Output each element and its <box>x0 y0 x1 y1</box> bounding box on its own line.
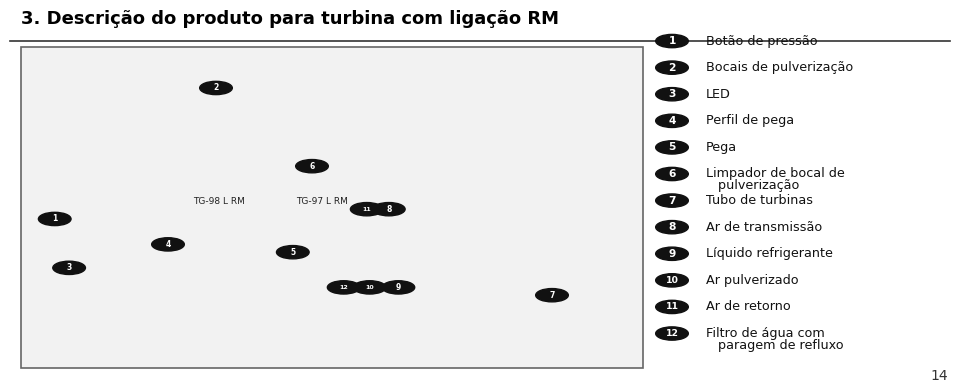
Text: 3. Descrição do produto para turbina com ligação RM: 3. Descrição do produto para turbina com… <box>21 10 559 28</box>
Text: 9: 9 <box>396 283 401 292</box>
FancyBboxPatch shape <box>21 47 643 368</box>
Text: 6: 6 <box>668 169 676 179</box>
Text: Perfil de pega: Perfil de pega <box>706 114 794 127</box>
Circle shape <box>276 246 309 259</box>
Text: 7: 7 <box>549 291 555 300</box>
Text: 4: 4 <box>165 240 171 249</box>
Circle shape <box>656 221 688 234</box>
Text: TG-98 L RM: TG-98 L RM <box>193 197 245 206</box>
Text: 14: 14 <box>931 369 948 383</box>
Circle shape <box>656 167 688 181</box>
Text: 11: 11 <box>665 302 679 312</box>
Circle shape <box>536 289 568 302</box>
Circle shape <box>372 203 405 216</box>
Text: Ar de retorno: Ar de retorno <box>706 300 790 314</box>
Text: 5: 5 <box>290 248 296 257</box>
Text: pulverização: pulverização <box>706 179 799 192</box>
Text: 2: 2 <box>668 63 676 73</box>
Text: Botão de pressão: Botão de pressão <box>706 34 817 48</box>
Text: Líquido refrigerante: Líquido refrigerante <box>706 247 832 260</box>
Circle shape <box>656 194 688 207</box>
Circle shape <box>656 274 688 287</box>
Circle shape <box>656 34 688 48</box>
Circle shape <box>53 261 85 274</box>
Text: Ar de transmissão: Ar de transmissão <box>706 221 822 234</box>
Text: 12: 12 <box>339 285 348 290</box>
Circle shape <box>38 212 71 226</box>
Circle shape <box>656 114 688 127</box>
Text: 3: 3 <box>66 263 72 273</box>
Text: 12: 12 <box>665 329 679 338</box>
Circle shape <box>656 141 688 154</box>
Circle shape <box>200 81 232 95</box>
Circle shape <box>327 281 360 294</box>
Text: LED: LED <box>706 88 731 101</box>
Text: Filtro de água com: Filtro de água com <box>706 327 825 340</box>
Text: 10: 10 <box>665 276 679 285</box>
Circle shape <box>656 247 688 260</box>
Circle shape <box>353 281 386 294</box>
Circle shape <box>382 281 415 294</box>
Text: Tubo de turbinas: Tubo de turbinas <box>706 194 812 207</box>
Text: Limpador de bocal de: Limpador de bocal de <box>706 167 845 181</box>
Text: 9: 9 <box>668 249 676 259</box>
Text: 1: 1 <box>52 214 58 224</box>
Text: Pega: Pega <box>706 141 736 154</box>
Text: 10: 10 <box>366 285 373 290</box>
Circle shape <box>656 61 688 74</box>
Text: Bocais de pulverização: Bocais de pulverização <box>706 61 852 74</box>
Circle shape <box>656 300 688 314</box>
Text: 8: 8 <box>668 222 676 232</box>
Circle shape <box>296 160 328 173</box>
Text: paragem de refluxo: paragem de refluxo <box>706 339 843 352</box>
Text: 3: 3 <box>668 89 676 99</box>
Circle shape <box>656 327 688 340</box>
Text: 4: 4 <box>668 116 676 126</box>
Text: 11: 11 <box>362 207 372 212</box>
Text: 7: 7 <box>668 196 676 206</box>
Text: Ar pulverizado: Ar pulverizado <box>706 274 798 287</box>
Text: 1: 1 <box>668 36 676 46</box>
Text: 2: 2 <box>213 83 219 93</box>
Text: TG-97 L RM: TG-97 L RM <box>296 197 348 206</box>
Circle shape <box>152 238 184 251</box>
Circle shape <box>656 88 688 101</box>
Text: 8: 8 <box>386 204 392 214</box>
Circle shape <box>350 203 383 216</box>
Text: 6: 6 <box>309 161 315 171</box>
Text: 5: 5 <box>668 142 676 152</box>
